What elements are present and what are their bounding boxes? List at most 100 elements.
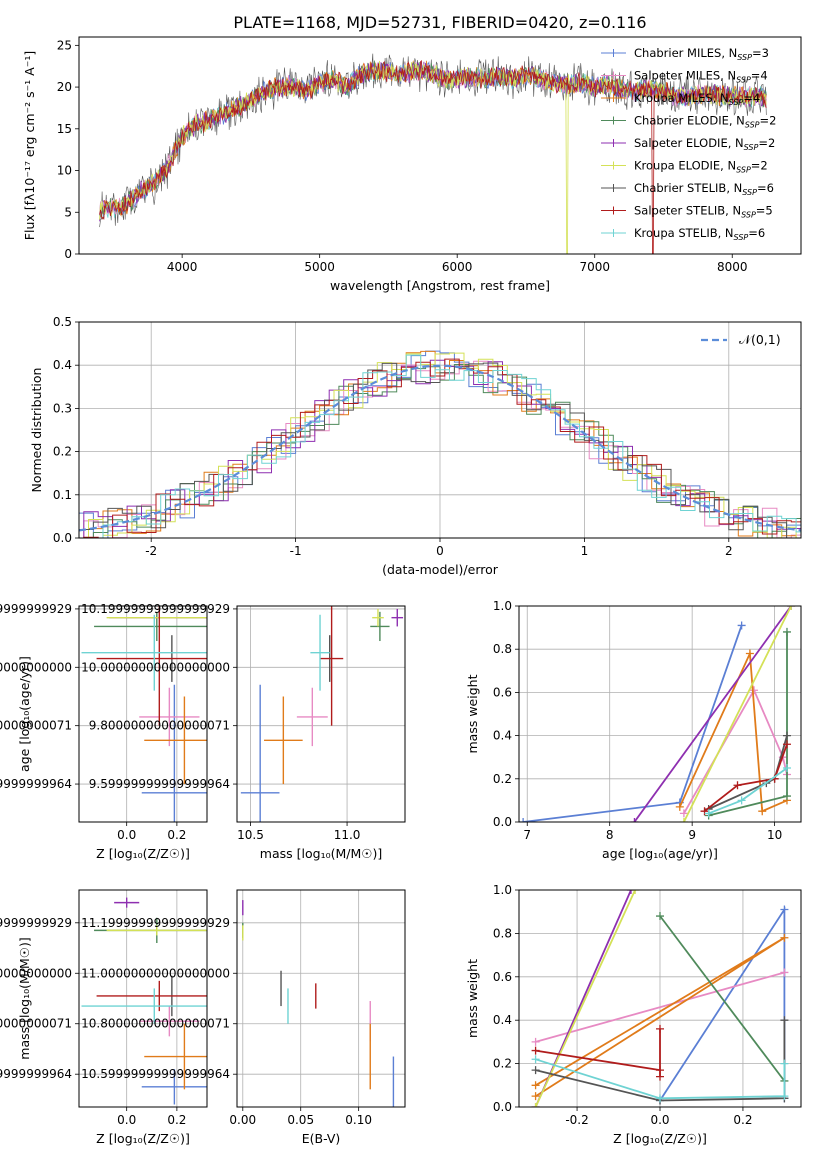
weight-marker (758, 807, 767, 816)
weight-line (535, 1020, 786, 1102)
weight-marker (745, 649, 754, 658)
error-bar (141, 684, 207, 822)
weight-marker (656, 912, 664, 921)
y-tick-label: 0.4 (493, 729, 512, 743)
legend-label: 𝒩(0,1) (739, 332, 781, 347)
weight-marker (531, 1037, 540, 1046)
spectrum-axes: 4000 5000 6000 7000 8000 0 5 10 15 20 25 wavelength… (22, 36, 802, 293)
y-tick-label: 0.1 (53, 488, 72, 502)
plots-layer: 4000 5000 6000 7000 80000510152025wavelength… (0, 36, 802, 1146)
weight-marker (531, 1055, 540, 1064)
error-bar (81, 614, 207, 691)
weight-marker (782, 740, 791, 749)
y-tick-label: 9.59999999999999964 (0, 777, 72, 791)
y-tick-label: 0.4 (53, 358, 72, 372)
y-tick-label: 10.59999999999999964 (0, 1067, 72, 1081)
x-axis-label: Z [log₁₀(Z/Z☉)] (96, 846, 190, 861)
x-tick-label: 0.05 (287, 1113, 314, 1127)
weight-line (535, 971, 785, 1043)
legend-label: Chabrier ELODIE, NSSP=2 (634, 114, 776, 130)
error-bar (320, 606, 344, 726)
x-tick-label: 0.00 (229, 1113, 256, 1127)
x-axis-label: mass [log₁₀(M/M☉)] (260, 846, 382, 861)
legend-label: Salpeter MILES, NSSP=4 (634, 69, 768, 85)
x-tick-label: 0.0 (650, 1113, 669, 1127)
weight-line (659, 915, 786, 1082)
x-tick-label: 1 (581, 544, 589, 558)
weight-marker (782, 792, 791, 801)
y-tick-label: 0.0 (493, 815, 512, 829)
weight-line (522, 625, 743, 822)
weight-marker (531, 1066, 540, 1075)
weight-marker (733, 781, 742, 790)
weight-marker (630, 818, 639, 822)
y-tick-label: 10.80000000000000071 (0, 1017, 72, 1031)
y-tick-label: 10.59999999999999964 (81, 1067, 230, 1081)
weight-line (633, 606, 792, 822)
y-tick-label: 20 (57, 80, 72, 94)
weight-marker (780, 1059, 789, 1068)
weight-line (708, 735, 788, 810)
weight-marker (704, 809, 713, 818)
weight-line (703, 743, 788, 812)
y-tick-label: 10.19999999999999929 (0, 602, 72, 616)
error-bar (141, 1069, 207, 1105)
x-tick-label: 0.0 (117, 828, 136, 842)
weight-marker (679, 809, 688, 818)
y-tick-label: 11.00000000000000000 (81, 966, 230, 980)
weight-marker (531, 1046, 540, 1055)
weight-line (683, 606, 792, 822)
x-tick-label: 10 (767, 828, 782, 842)
spectrum-line (99, 59, 767, 254)
legend-label: Salpeter STELIB, NSSP=5 (634, 204, 773, 220)
weight-line (534, 890, 636, 1107)
y-tick-label: 15 (57, 122, 72, 136)
y-tick-label: 0.2 (493, 772, 512, 786)
y-tick-label: 0.4 (493, 1013, 512, 1027)
weight-marker (737, 621, 746, 630)
mass_vs_Z-axes: 0.0 0.2 10.59999999999999964 10.80000000000… (0, 889, 208, 1146)
weight-marker (782, 627, 791, 636)
y-tick-label: 0.0 (53, 531, 72, 545)
error-bar (370, 611, 390, 642)
weight-line (678, 649, 788, 813)
y-tick-label: 5 (64, 205, 72, 219)
weight_vs_Z-axes: -0.2 0.0 0.2 0.0 0.2 0.4 0.6 0.8 1.0 Z [log₁₀(Z/Z… (465, 883, 802, 1146)
y-tick-label: 25 (57, 38, 72, 52)
histogram-step (79, 362, 801, 538)
histogram-step (79, 350, 801, 538)
y-tick-label: 0.8 (493, 926, 512, 940)
legend-label: Kroupa ELODIE, NSSP=2 (634, 159, 768, 175)
age_vs_mass-axes: 10.5 11.0 9.59999999999999964 9.80000000000… (81, 602, 406, 861)
y-axis-label: mass weight (465, 674, 480, 753)
error-bar (391, 608, 404, 627)
weight-marker (631, 890, 640, 894)
y-tick-label: 0.6 (493, 685, 512, 699)
error-bar (106, 925, 207, 936)
normal-curve (79, 364, 801, 532)
error-bar (144, 696, 207, 785)
x-axis-label: (data-model)/error (382, 562, 499, 577)
y-tick-label: 10.00000000000000000 (0, 660, 72, 674)
y-axis-label: mass [log₁₀(M/M☉)] (17, 937, 32, 1059)
x-tick-label: 0.2 (167, 828, 186, 842)
y-tick-label: 0 (64, 247, 72, 261)
weight-marker (737, 796, 746, 805)
x-tick-label: 0.2 (733, 1113, 752, 1127)
weight-marker (700, 807, 709, 816)
y-tick-label: 9.59999999999999964 (89, 777, 230, 791)
mass_vs_ebv-frame (236, 889, 406, 1108)
weight-marker (780, 968, 789, 977)
weight-marker (780, 905, 789, 914)
error-bar (139, 1006, 200, 1037)
error-bar (264, 696, 303, 785)
x-tick-label: 5000 (304, 260, 335, 274)
mass_vs_ebv-plot-area (242, 900, 395, 1107)
x-tick-label: 6000 (442, 260, 473, 274)
weight-marker (531, 1092, 540, 1101)
error-bar (296, 687, 328, 747)
weight-line (535, 1028, 661, 1077)
y-tick-label: 11.19999999999999929 (81, 916, 230, 930)
weight-marker (675, 802, 684, 811)
